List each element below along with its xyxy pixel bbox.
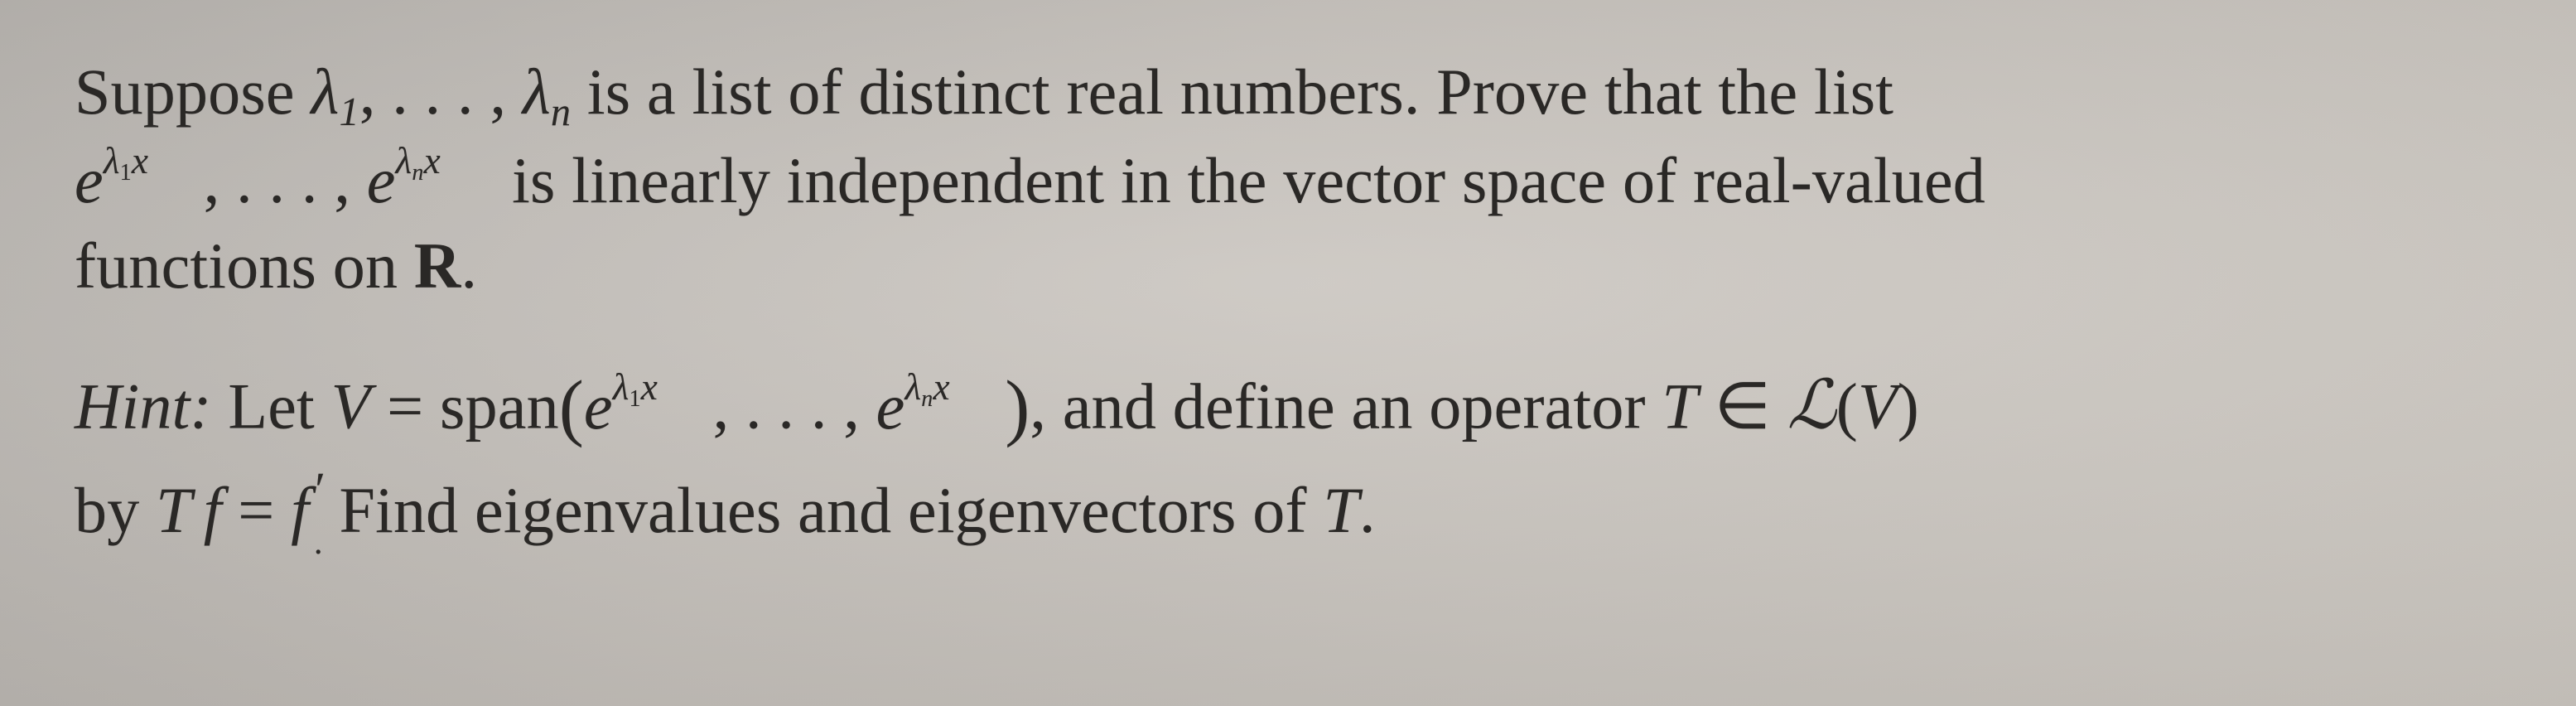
e-base: e (75, 138, 104, 224)
equals: = (222, 474, 292, 546)
f: f (204, 474, 222, 546)
hint-paragraph: Hint: Let V = span(eλ1x, . . . , eλnx), … (75, 359, 2518, 566)
text: Suppose (75, 56, 311, 128)
text: by (75, 474, 156, 546)
problem-statement: Suppose λ1, . . . , λn is a list of dist… (75, 50, 2518, 309)
exp-lambdanx: eλnx (876, 365, 905, 450)
p1-line3: functions on R. (75, 224, 2518, 309)
prime: ′ (312, 462, 323, 516)
e-base: e (367, 138, 396, 224)
exponent: λnx (904, 363, 949, 414)
rparen: ) (1898, 370, 1919, 442)
text: is a list of distinct real numbers. Prov… (571, 56, 1893, 128)
exponent: λnx (396, 137, 441, 188)
T: T (1323, 474, 1359, 546)
lambda-symbol: λ (311, 56, 339, 128)
math-problem-text: Suppose λ1, . . . , λn is a list of dist… (0, 0, 2576, 706)
span-word: span (440, 370, 559, 442)
lambda-symbol: λ (523, 56, 551, 128)
V: V (1858, 370, 1898, 442)
dots: , . . . , (204, 144, 367, 216)
exp-lambda1x: eλ1x (584, 365, 613, 450)
f: f (291, 474, 309, 546)
equals: = (370, 370, 440, 442)
period: . (461, 230, 477, 302)
subscript-n: n (551, 86, 571, 139)
T: T (156, 474, 192, 546)
cal-L: ℒ (1787, 368, 1836, 443)
exp-lambdanx: eλnx (367, 138, 396, 224)
real-numbers-R: R (414, 230, 461, 302)
p1-line1: Suppose λ1, . . . , λn is a list of dist… (75, 50, 2518, 138)
text: is linearly independent in the vector sp… (495, 144, 1985, 216)
p2-line2: by Tf = f′. Find eigenvalues and eigenve… (75, 457, 2518, 567)
p2-line1: Hint: Let V = span(eλ1x, . . . , eλnx), … (75, 359, 2518, 457)
exp-lambda1x: eλ1x (75, 138, 104, 224)
low-period: . (314, 523, 323, 562)
lparen: ( (1836, 370, 1858, 442)
lambda-n: λn (523, 56, 571, 128)
dots: , . . . , (713, 370, 876, 442)
p1-line2: eλ1x, . . . , eλnx is linearly independe… (75, 138, 2518, 224)
hint-label: Hint: (75, 370, 212, 442)
rparen: ) (1005, 366, 1030, 448)
subscript-1: 1 (339, 86, 359, 139)
T: T (1662, 370, 1698, 442)
e-base: e (584, 365, 613, 450)
dots: , . . . , (359, 56, 523, 128)
lparen: ( (559, 366, 584, 448)
text: Find eigenvalues and eigenvectors of (323, 474, 1324, 546)
exponent: λ1x (613, 363, 658, 414)
element-of: ∈ (1698, 370, 1787, 442)
exponent: λ1x (104, 137, 148, 188)
e-base: e (876, 365, 905, 450)
text: functions on (75, 230, 414, 302)
text: , and define an operator (1030, 370, 1662, 442)
text: Let (212, 370, 331, 442)
V: V (331, 370, 371, 442)
period: . (1359, 474, 1376, 546)
lambda-1: λ1 (311, 56, 359, 128)
